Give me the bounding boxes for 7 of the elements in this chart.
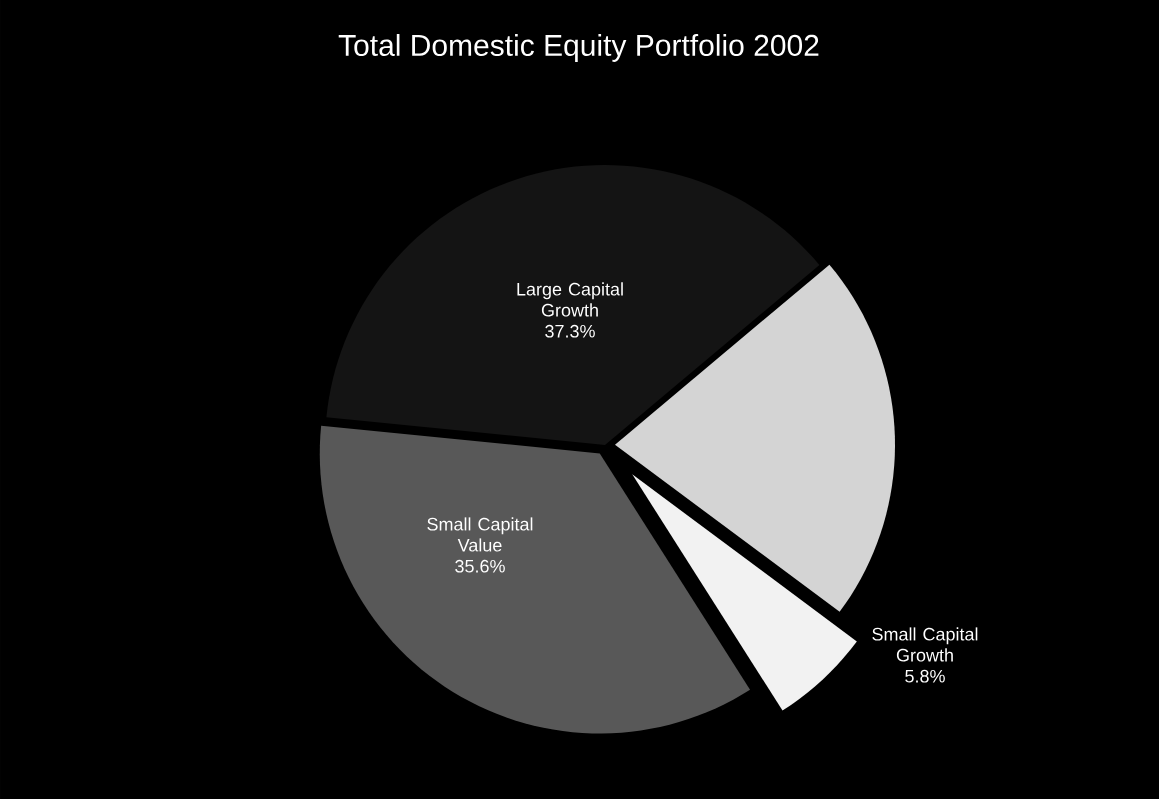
slice-label: Large Capital Growth	[517, 282, 623, 317]
data-label: 5.8%	[905, 669, 945, 683]
slice-label: Small Capital Value	[427, 517, 533, 552]
slice-label: Small Capital Growth	[872, 627, 978, 662]
data-label: 37.3%	[545, 324, 595, 338]
data-label: 35.6%	[455, 559, 505, 573]
chart-title: Total Domestic Equity Portfolio 2002	[338, 34, 819, 62]
